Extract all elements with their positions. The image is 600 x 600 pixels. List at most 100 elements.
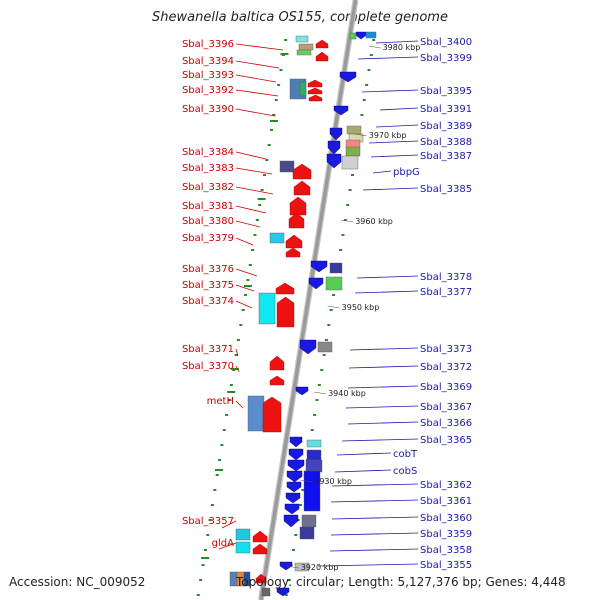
left-label-leader [218, 542, 237, 550]
kbp-leader-line [368, 45, 381, 49]
right-label-leader [361, 89, 419, 93]
reverse-gene [333, 105, 349, 116]
forward-gene [315, 51, 329, 62]
forward-gene [269, 375, 285, 386]
feature-box [306, 439, 322, 448]
ruler-tick [220, 444, 224, 446]
reverse-gene [327, 140, 341, 155]
kbp-label: 3940 kbp [328, 389, 366, 398]
forward-gene [252, 530, 268, 543]
feature-box [243, 571, 251, 587]
right-label-leader [329, 548, 419, 552]
ruler-tick [272, 114, 276, 116]
left-label-leader [235, 300, 253, 309]
right-gene-label: Sbal_3387 [420, 151, 472, 162]
right-label-leader [362, 187, 419, 191]
forward-gene [292, 163, 312, 180]
kbp-leader-line [354, 133, 367, 137]
feature-box [261, 587, 271, 597]
ruler-tick [239, 324, 243, 326]
reverse-gene [286, 470, 303, 483]
ruler-tick [346, 204, 350, 206]
right-label-leader [356, 275, 419, 279]
left-gene-label: Sbal_3392 [182, 85, 234, 96]
feature-box [365, 31, 377, 39]
reverse-gene [284, 503, 300, 515]
kbp-label: 3930 kbp [314, 477, 352, 486]
ruler-tick [332, 294, 336, 296]
ruler-tick [301, 489, 305, 491]
left-label-leader [235, 89, 279, 97]
left-gene-label: gldA [212, 538, 234, 549]
left-gene-label: Sbal_3380 [182, 216, 234, 227]
right-label-leader [375, 40, 419, 44]
ruler-tick [367, 69, 371, 71]
right-gene-label: Sbal_3369 [420, 382, 472, 393]
forward-gene [307, 79, 323, 88]
feature-box [294, 562, 310, 572]
right-label-leader [348, 365, 419, 369]
reverse-gene [299, 339, 317, 355]
feature-box [258, 292, 276, 325]
right-gene-label: Sbal_3361 [420, 496, 472, 507]
ruler-tick [274, 99, 278, 101]
right-label-leader [331, 516, 419, 520]
ruler-tick [287, 579, 291, 581]
left-gene-label: Sbal_3381 [182, 201, 234, 212]
right-gene-label: Sbal_3372 [420, 362, 472, 373]
genome-summary-text: Topology: circular; Length: 5,127,376 bp… [236, 575, 566, 589]
feature-box [299, 526, 315, 540]
left-label-leader [235, 268, 258, 277]
right-label-leader [375, 124, 419, 128]
genome-backbone [259, 0, 358, 600]
left-label-leader [235, 151, 267, 160]
ruler-tick [298, 504, 302, 506]
ruler-tick [360, 114, 364, 116]
ruler-tick [206, 534, 210, 536]
right-gene-label: Sbal_3391 [420, 104, 472, 115]
right-label-leader [317, 563, 419, 567]
left-gene-label: Sbal_3371 [182, 344, 234, 355]
left-gene-label: Sbal_3375 [182, 280, 234, 291]
ruler-tick [310, 429, 314, 431]
left-label-leader [235, 74, 277, 83]
ruler-tick [253, 234, 257, 236]
feature-box [346, 125, 362, 135]
ruler-tick [255, 219, 259, 221]
left-label-leader [235, 220, 261, 228]
feature-box [298, 43, 314, 51]
kbp-leader-line [300, 479, 313, 483]
left-gene-label: Sbal_3357 [182, 516, 234, 527]
reverse-gene [286, 481, 302, 493]
left-label-leader [235, 348, 239, 357]
ruler-tick [227, 399, 231, 401]
reverse-gene [285, 492, 301, 504]
map-title: Shewanella baltica OS155, complete genom… [152, 10, 448, 25]
right-label-leader [349, 347, 419, 351]
left-label-leader [235, 365, 240, 373]
kbp-label: 3970 kbp [369, 131, 407, 140]
left-label-leader [235, 205, 267, 214]
right-label-leader [370, 154, 419, 158]
feature-box [296, 49, 312, 56]
ruler-tick [369, 54, 373, 56]
left-label-leader [235, 108, 276, 117]
left-gene-label: Sbal_3383 [182, 163, 234, 174]
feature-box [295, 35, 309, 43]
reverse-gene [283, 514, 299, 528]
ruler-tick [225, 414, 229, 416]
ruler-tick [208, 519, 212, 521]
right-label-leader [368, 140, 419, 144]
reverse-gene [326, 153, 342, 169]
right-label-leader [379, 107, 419, 111]
ruler-tick [199, 579, 203, 581]
feature-box [305, 459, 323, 473]
feature-box [269, 232, 285, 244]
ruler-tick [343, 219, 347, 221]
forward-gene [289, 196, 307, 216]
feature-box [306, 449, 322, 461]
ruler-tick [267, 144, 271, 146]
forward-gene [252, 543, 268, 555]
left-label-leader [235, 167, 273, 175]
